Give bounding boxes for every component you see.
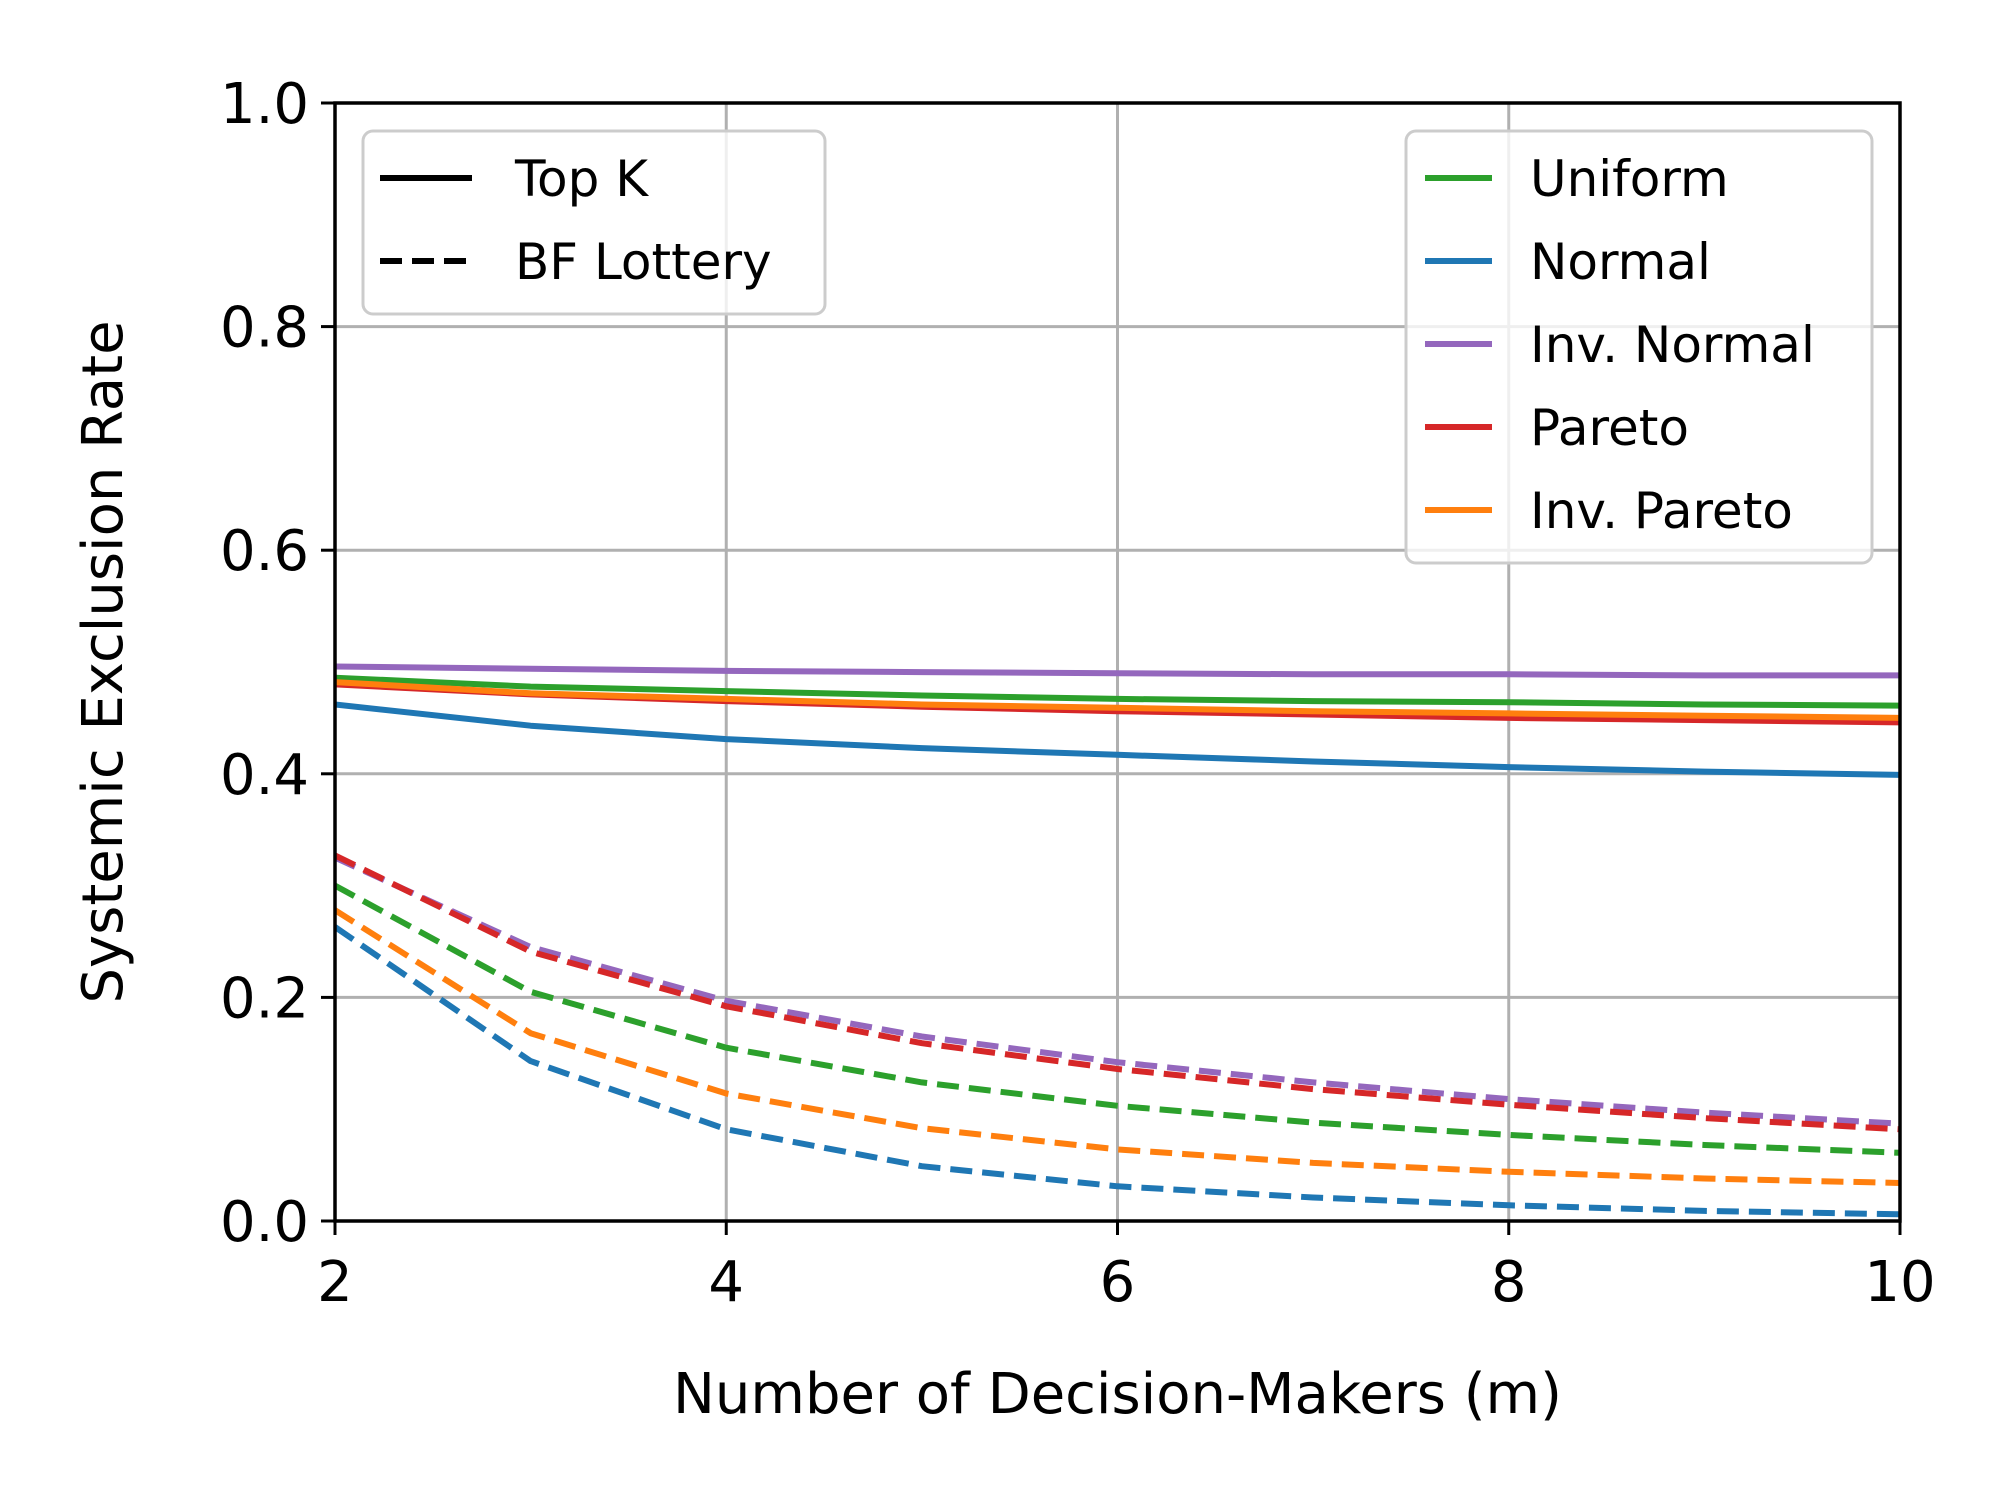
color-legend-label: Normal: [1530, 233, 1711, 291]
color-legend-box: [1404, 129, 1874, 565]
series-line-inv-pareto-bf-lottery: [335, 907, 1900, 1186]
y-tick-label: 0.2: [220, 966, 309, 1031]
x-tick-label: 8: [1491, 1250, 1527, 1315]
style-legend-label: BF Lottery: [515, 233, 772, 291]
y-tick-label: 0.0: [220, 1190, 309, 1255]
series-line-inv-pareto-top-k: [335, 679, 1900, 721]
y-axis-label: Systemic Exclusion Rate: [71, 320, 136, 1003]
style-legend-label: Top K: [514, 150, 649, 208]
x-tick-label: 10: [1864, 1250, 1935, 1315]
series-line-normal-bf-lottery: [335, 924, 1900, 1218]
series-line-normal-top-k: [335, 701, 1900, 778]
color-legend: Uniform Normal Inv. Normal Pareto Inv. Paret…: [1404, 129, 1874, 565]
style-legend: Top K BF Lottery: [361, 129, 827, 316]
color-legend-label: Pareto: [1530, 399, 1689, 457]
series-line-inv-normal-bf-lottery: [335, 854, 1900, 1127]
y-tick-label: 0.8: [220, 296, 309, 361]
series-line-uniform-top-k: [335, 674, 1900, 709]
x-axis-label: Number of Decision-Makers (m): [673, 1362, 1562, 1427]
color-legend-label: Inv. Pareto: [1530, 482, 1793, 540]
series-line-uniform-bf-lottery: [335, 882, 1900, 1156]
series-line-inv-normal-top-k: [335, 663, 1900, 679]
ticks-layer: 2 4 6 8 10 0.0 0.2 0.4 0.6 0.8 1.0: [220, 72, 1936, 1315]
series-layer: [335, 663, 1900, 1218]
x-tick-label: 6: [1100, 1250, 1136, 1315]
y-tick-label: 1.0: [220, 72, 309, 137]
style-legend-box: [361, 129, 827, 316]
color-legend-label: Inv. Normal: [1530, 316, 1815, 374]
x-tick-label: 4: [708, 1250, 744, 1315]
y-tick-label: 0.4: [220, 743, 309, 808]
series-line-pareto-bf-lottery: [335, 852, 1900, 1133]
x-tick-label: 2: [317, 1250, 353, 1315]
color-legend-label: Uniform: [1530, 150, 1729, 208]
y-tick-label: 0.6: [220, 519, 309, 584]
